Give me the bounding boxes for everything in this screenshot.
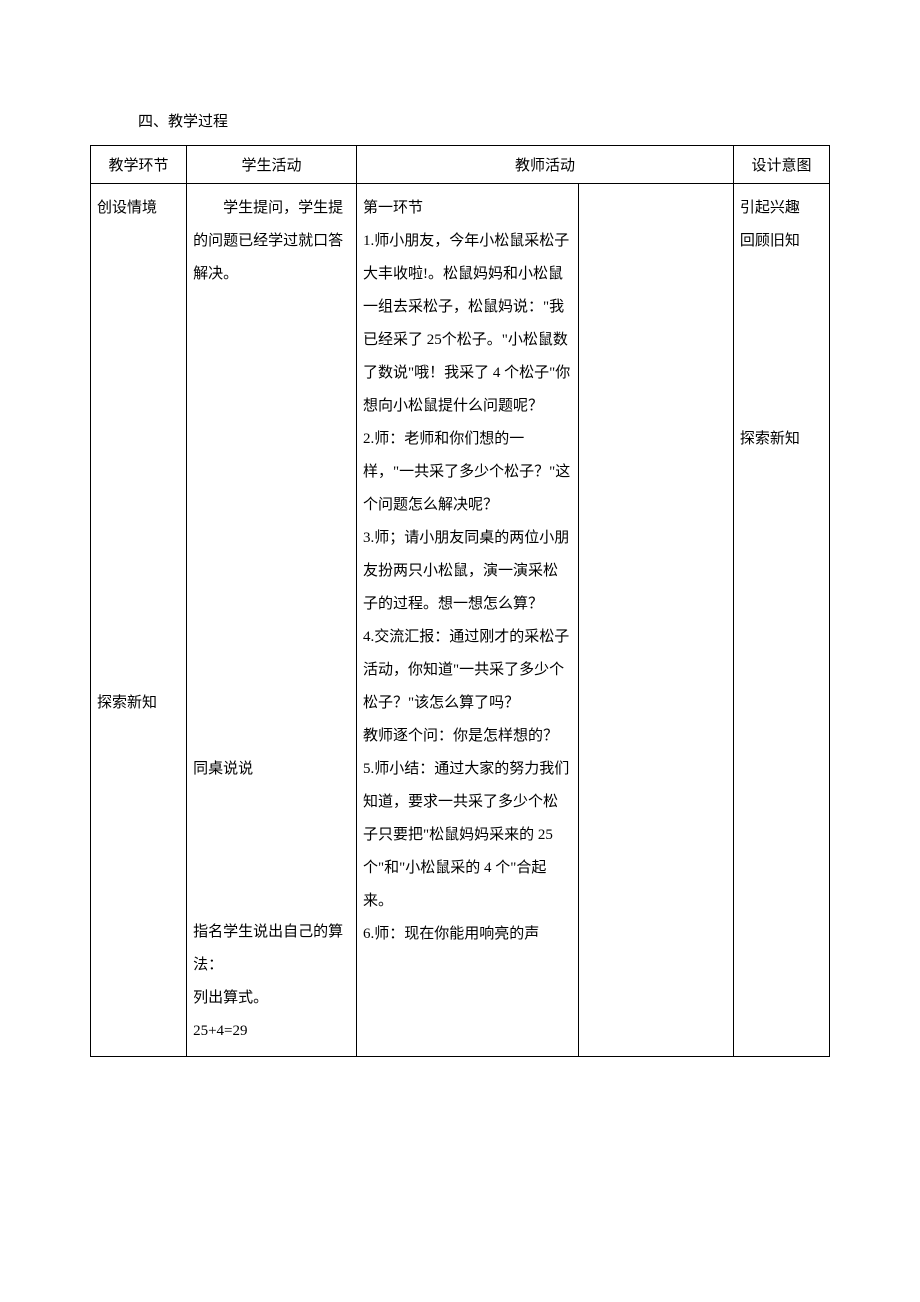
cell-teacher-activity-left: 第一环节 1.师小朋友，今年小松鼠采松子大丰收啦!。松鼠妈妈和小松鼠一组去采松子… [357,184,579,1057]
header-teaching-segment: 教学环节 [91,146,187,184]
intent-text-1: 引起兴趣 [740,192,823,225]
teacher-text-3: 2.师：老师和你们想的一样，"一共采了多少个松子？"这个问题怎么解决呢？ [363,423,572,522]
student-text-5: 25+4=29 [193,1015,350,1048]
teacher-text-1: 第一环节 [363,192,572,225]
intent-text-3: 探索新知 [740,423,823,456]
section-title: 四、教学过程 [138,110,830,131]
teacher-text-2: 1.师小朋友，今年小松鼠采松子大丰收啦!。松鼠妈妈和小松鼠一组去采松子，松鼠妈说… [363,225,572,423]
cell-student-activity: 学生提问，学生提的问题已经学过就口答解决。 同桌说说 指名学生说出自己的算法： … [187,184,357,1057]
teacher-text-7: 5.师小结：通过大家的努力我们知道，要求一共采了多少个松子只要把"松鼠妈妈采来的… [363,753,572,918]
student-text-4: 列出算式。 [193,982,350,1015]
header-teacher-activity: 教师活动 [357,146,734,184]
teacher-text-4: 3.师；请小朋友同桌的两位小朋友扮两只小松鼠，演一演采松子的过程。想一想怎么算？ [363,522,572,621]
teaching-process-table: 教学环节 学生活动 教师活动 设计意图 创设情境 探索新知 学生提问，学生提的问… [90,145,830,1057]
teacher-text-8: 6.师：现在你能用响亮的声 [363,918,572,951]
teacher-text-5: 4.交流汇报：通过刚才的采松子活动，你知道"一共采了多少个松子？"该怎么算了吗？ [363,621,572,720]
student-text-3: 指名学生说出自己的算法： [193,916,350,982]
teacher-text-6: 教师逐个问：你是怎样想的？ [363,720,572,753]
segment-text-2: 探索新知 [97,687,180,720]
header-student-activity: 学生活动 [187,146,357,184]
intent-text-2: 回顾旧知 [740,225,823,258]
table-header-row: 教学环节 学生活动 教师活动 设计意图 [91,146,830,184]
segment-text-1: 创设情境 [97,192,180,225]
cell-design-intent: 引起兴趣 回顾旧知 探索新知 [733,184,829,1057]
student-text-1: 学生提问，学生提的问题已经学过就口答解决。 [193,192,350,291]
cell-teaching-segment: 创设情境 探索新知 [91,184,187,1057]
header-design-intent: 设计意图 [733,146,829,184]
student-text-2: 同桌说说 [193,753,350,786]
cell-teacher-activity-right [578,184,733,1057]
table-row: 创设情境 探索新知 学生提问，学生提的问题已经学过就口答解决。 同桌说说 指名学… [91,184,830,1057]
